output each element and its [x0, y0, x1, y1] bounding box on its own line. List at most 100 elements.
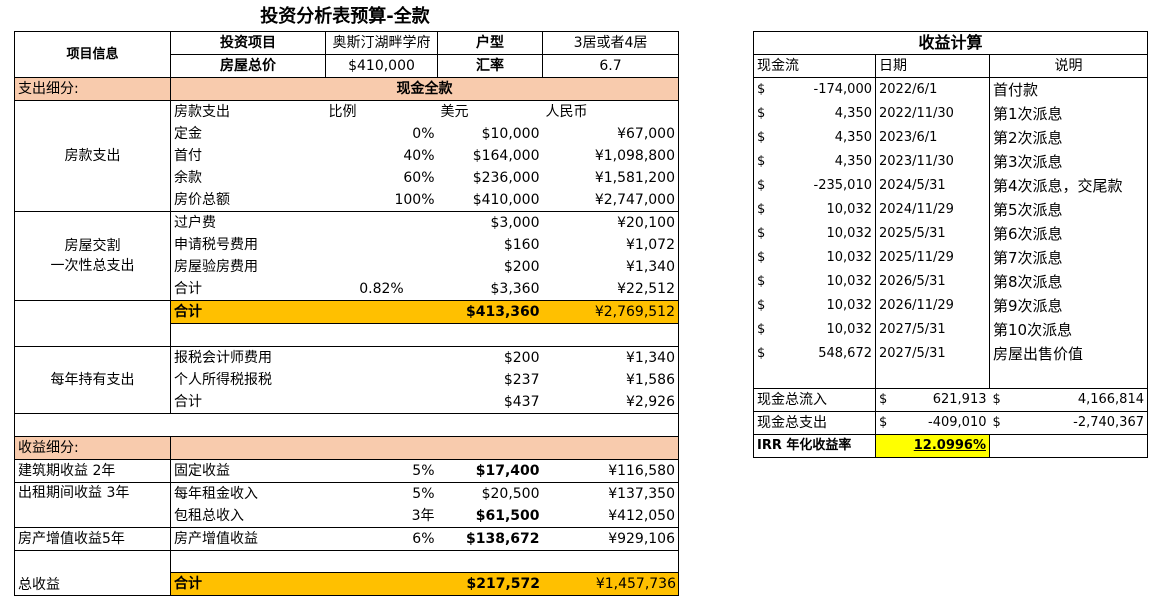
cashflow-description[interactable]: 第1次派息: [989, 102, 1148, 126]
row-ratio[interactable]: 5%: [412, 463, 435, 479]
cashflow-description[interactable]: 房屋出售价值: [989, 342, 1148, 366]
row-rmb[interactable]: ¥1,098,800: [542, 145, 679, 167]
row-rmb[interactable]: ¥67,000: [542, 123, 679, 145]
cashflow-date[interactable]: 2023/11/30: [875, 150, 990, 174]
income-total-rmb[interactable]: ¥1,457,736: [543, 572, 678, 595]
total-outflow-usd[interactable]: $ -409,010: [875, 411, 990, 435]
row-rmb[interactable]: ¥1,340: [542, 256, 679, 278]
row-usd[interactable]: $3,000: [490, 215, 540, 231]
row-ratio[interactable]: 6%: [325, 527, 438, 551]
cashflow-amount[interactable]: 10,032: [826, 250, 873, 265]
row-ratio[interactable]: 40%: [403, 148, 435, 164]
total-inflow-usd[interactable]: $621,913: [875, 388, 990, 412]
cashflow-description[interactable]: 第8次派息: [989, 270, 1148, 294]
row-rmb[interactable]: ¥412,050: [542, 505, 679, 528]
row-usd[interactable]: $437: [437, 391, 543, 414]
cashflow-amount[interactable]: 4,350: [834, 154, 872, 169]
exchange-rate-value[interactable]: 6.7: [542, 54, 679, 78]
row-usd[interactable]: $160: [503, 237, 540, 253]
cashflow-amount[interactable]: 10,032: [826, 274, 873, 289]
row-ratio[interactable]: 3年: [411, 508, 435, 524]
row-ratio[interactable]: 100%: [325, 189, 438, 212]
cashflow-date[interactable]: 2023/6/1: [875, 126, 990, 150]
row-usd[interactable]: $237: [503, 372, 540, 388]
row-usd[interactable]: $61,500: [475, 508, 540, 524]
row-rmb[interactable]: ¥116,580: [542, 459, 679, 483]
cashflow-date[interactable]: 2026/5/31: [875, 270, 990, 294]
cashflow-description[interactable]: 第6次派息: [989, 222, 1148, 246]
cashflow-amount[interactable]: -235,010: [813, 178, 872, 193]
house-price-value[interactable]: $410,000: [325, 54, 438, 78]
row-rmb[interactable]: ¥2,926: [542, 391, 679, 414]
row-usd[interactable]: $200: [503, 259, 540, 275]
row-rmb[interactable]: ¥1,340: [542, 346, 679, 369]
cashflow-description[interactable]: 第5次派息: [989, 198, 1148, 222]
row-usd[interactable]: $236,000: [472, 170, 540, 186]
cashflow-description[interactable]: 第9次派息: [989, 294, 1148, 318]
row-usd[interactable]: $200: [503, 350, 540, 366]
cashflow-description[interactable]: 第2次派息: [989, 126, 1148, 150]
irr-value[interactable]: 12.0996%: [875, 434, 990, 458]
cashflow-date[interactable]: 2026/11/29: [875, 294, 990, 318]
expense-total-rmb[interactable]: ¥2,769,512: [542, 300, 679, 324]
cashflow-amount[interactable]: 10,032: [826, 226, 873, 241]
table-row: 合计 $437 ¥2,926: [15, 391, 679, 414]
cashflow-date[interactable]: 2025/5/31: [875, 222, 990, 246]
income-total-usd[interactable]: $217,572: [438, 572, 543, 595]
cashflow-amount[interactable]: 10,032: [826, 322, 873, 337]
row-usd[interactable]: $3,360: [490, 281, 540, 297]
cashflow-date[interactable]: 2027/5/31: [875, 342, 990, 366]
house-type-value[interactable]: 3居或者4居: [542, 31, 679, 55]
total-outflow-label: 现金总支出: [753, 411, 876, 435]
cashflow-description[interactable]: 第4次派息，交尾款: [989, 174, 1148, 198]
total-outflow-rmb[interactable]: -2,740,367: [1003, 411, 1148, 435]
row-usd[interactable]: $138,672: [437, 527, 543, 551]
row-usd[interactable]: $164,000: [472, 148, 540, 164]
cashflow-amount[interactable]: 10,032: [826, 298, 873, 313]
row-rmb[interactable]: ¥929,106: [542, 527, 679, 551]
row-name: 余款: [174, 170, 202, 186]
cashflow-description[interactable]: 第7次派息: [989, 246, 1148, 270]
cashflow-amount[interactable]: 4,350: [834, 106, 872, 121]
cashflow-description[interactable]: 第3次派息: [989, 150, 1148, 174]
row-ratio[interactable]: 0%: [412, 126, 435, 142]
row-ratio[interactable]: [326, 234, 438, 256]
cashflow-amount[interactable]: 10,032: [826, 202, 873, 217]
row-ratio[interactable]: 0.82%: [359, 281, 404, 297]
row-name: 个人所得税报税: [174, 372, 272, 388]
cashflow-date[interactable]: 2025/11/29: [875, 246, 990, 270]
house-payment-label: 房款支出: [14, 100, 171, 212]
row-rmb[interactable]: ¥1,581,200: [542, 167, 679, 189]
row-rmb[interactable]: ¥1,586: [542, 369, 679, 391]
cashflow-amount[interactable]: 548,672: [818, 346, 872, 361]
row-rmb[interactable]: ¥1,072: [542, 234, 679, 256]
cashflow-date[interactable]: 2022/11/30: [875, 102, 990, 126]
total-inflow-rmb[interactable]: 4,166,814: [1003, 388, 1148, 412]
row-rmb[interactable]: ¥22,512: [542, 278, 679, 301]
currency-symbol: $: [989, 411, 1004, 435]
cashflow-date[interactable]: 2027/5/31: [875, 318, 990, 342]
row-ratio[interactable]: 60%: [403, 170, 435, 186]
row-rmb[interactable]: ¥20,100: [542, 211, 679, 234]
row-rmb[interactable]: ¥2,747,000: [542, 189, 679, 212]
currency-symbol: $: [753, 102, 772, 126]
row-ratio[interactable]: [326, 212, 438, 235]
cashflow-date[interactable]: 2022/6/1: [875, 77, 990, 102]
cashflow-date[interactable]: 2024/5/31: [875, 174, 990, 198]
row-usd[interactable]: $410,000: [437, 189, 543, 212]
cashflow-amount[interactable]: 4,350: [834, 130, 872, 145]
row-ratio[interactable]: [326, 256, 438, 278]
row-usd[interactable]: $17,400: [475, 463, 540, 479]
expense-total-usd[interactable]: $413,360: [437, 300, 543, 324]
cashflow-date[interactable]: 2024/11/29: [875, 198, 990, 222]
row-name: 固定收益: [170, 459, 326, 483]
row-usd[interactable]: $10,000: [481, 126, 540, 142]
row-usd[interactable]: $20,500: [437, 482, 543, 505]
cashflow-description[interactable]: 首付款: [989, 77, 1148, 102]
cashflow-amount[interactable]: -174,000: [813, 82, 872, 97]
cashflow-description[interactable]: 第10次派息: [989, 318, 1148, 342]
row-rmb[interactable]: ¥137,350: [542, 482, 679, 505]
row-ratio[interactable]: 5%: [325, 482, 438, 505]
total-outflow-row: 现金总支出 $ -409,010 $ -2,740,367: [753, 411, 1148, 435]
investment-value[interactable]: 奥斯汀湖畔学府: [325, 31, 438, 55]
